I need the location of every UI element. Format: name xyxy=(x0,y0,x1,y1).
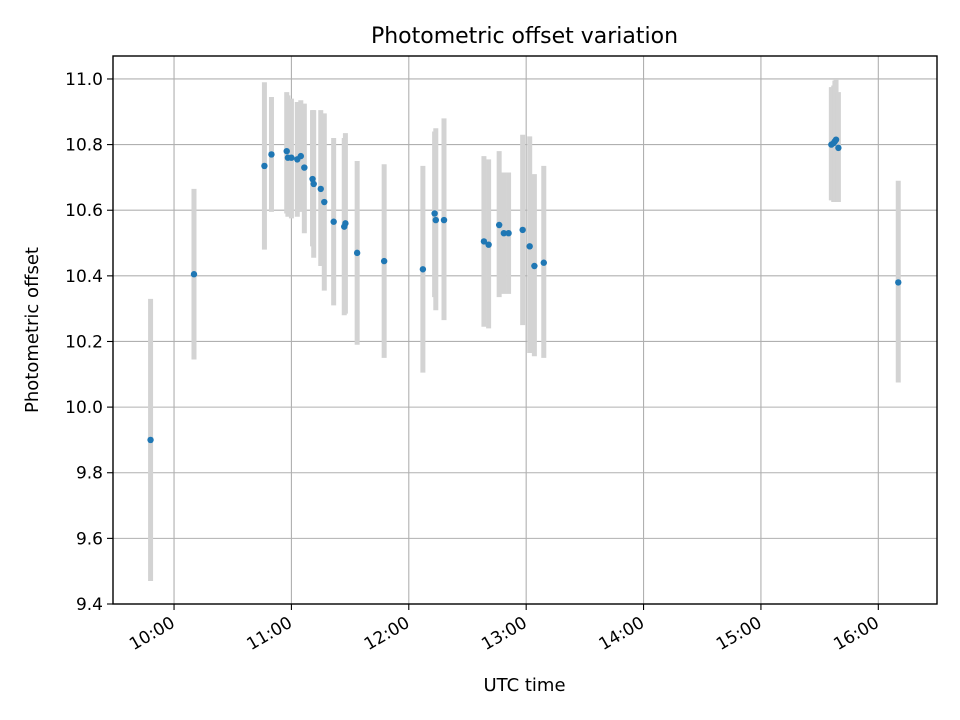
data-point xyxy=(519,226,526,234)
data-point xyxy=(500,229,508,237)
y-tick-label: 9.4 xyxy=(76,595,103,615)
data-point xyxy=(440,216,448,224)
data-point xyxy=(835,144,842,152)
data-point xyxy=(526,243,533,250)
data-point xyxy=(431,210,438,217)
data-point xyxy=(342,220,349,227)
data-point xyxy=(301,164,308,171)
data-point xyxy=(309,175,316,183)
y-tick-label: 9.6 xyxy=(76,529,103,549)
data-point xyxy=(832,136,840,143)
y-tick-label: 11.0 xyxy=(65,70,103,90)
data-point xyxy=(485,241,492,248)
data-point xyxy=(495,221,503,229)
data-point xyxy=(353,249,361,257)
data-point xyxy=(432,216,439,224)
data-point xyxy=(261,162,268,170)
data-point xyxy=(268,151,275,158)
data-point xyxy=(310,180,317,188)
data-point xyxy=(283,147,290,155)
y-axis-label: Photometric offset xyxy=(22,247,43,413)
data-point xyxy=(480,238,488,245)
data-point xyxy=(380,257,388,265)
y-tick-label: 10.0 xyxy=(65,398,103,418)
data-point xyxy=(505,229,512,237)
data-point xyxy=(190,271,198,278)
y-tick-label: 10.4 xyxy=(65,267,103,287)
data-point xyxy=(419,266,427,273)
data-points xyxy=(147,136,902,444)
data-point xyxy=(321,198,328,206)
data-point xyxy=(540,259,547,266)
data-point xyxy=(317,185,324,193)
y-axis: 9.4 9.6 9.8 10.0 10.2 10.4 10.6 10.8 11.0 xyxy=(65,70,113,615)
data-point xyxy=(330,218,337,225)
data-point xyxy=(895,279,902,286)
y-tick-label: 10.6 xyxy=(65,201,103,221)
x-axis-label: UTC time xyxy=(483,675,565,696)
plot-frame xyxy=(112,55,938,605)
y-tick-label: 9.8 xyxy=(76,464,103,484)
y-tick-label: 10.8 xyxy=(65,136,103,156)
data-point xyxy=(297,152,305,160)
data-point xyxy=(147,436,154,444)
chart-title: Photometric offset variation xyxy=(371,24,678,49)
data-point xyxy=(288,154,295,161)
data-point xyxy=(531,262,538,270)
y-tick-label: 10.2 xyxy=(65,332,103,352)
